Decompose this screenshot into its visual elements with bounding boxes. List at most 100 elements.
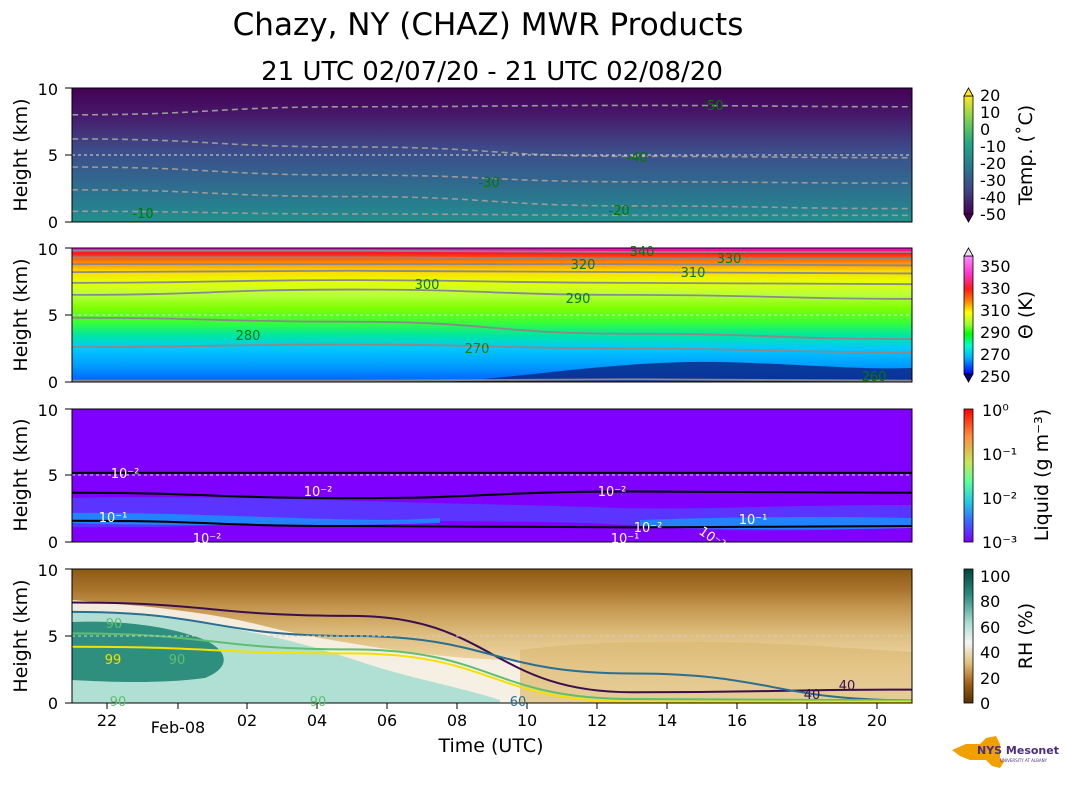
temperature-contours <box>71 104 913 217</box>
contour-line <box>71 249 912 253</box>
theta-ylabel: Height (km) <box>10 258 32 371</box>
rh-colorbar <box>963 568 974 704</box>
rh-contour-label: 90 <box>110 695 127 710</box>
rh-contour-label: 90 <box>310 695 327 710</box>
rh-contour-label: 40 <box>839 679 856 694</box>
theta-contour-label: 290 <box>566 292 591 307</box>
x-tick-label: 08 <box>447 711 467 730</box>
temperature-contour-label: -50 <box>702 99 723 114</box>
nys-mesonet-logo: NYS Mesonet UNIVERSITY AT ALBANY <box>952 736 1059 768</box>
x-tick-label: 10 <box>517 711 537 730</box>
rh-colorbar-tick: 20 <box>980 669 1000 688</box>
contour-line <box>71 279 913 286</box>
liquid-contour-label: 10⁻² <box>304 485 333 500</box>
rh-ytick: 5 <box>48 627 58 646</box>
temperature-colorbar-tick: -40 <box>980 188 1006 207</box>
rh-colorbar-label: RH (%) <box>1015 603 1037 669</box>
rh-contour-label: 90 <box>169 653 186 668</box>
theta-colorbar-tick: 350 <box>980 257 1011 276</box>
temperature-colorbar-tick: -50 <box>980 205 1006 224</box>
liquid-colorbar <box>963 408 974 543</box>
x-tick-label: 22 <box>97 711 117 730</box>
contour-line <box>71 263 913 267</box>
contour-line <box>71 269 913 275</box>
rh-colorbar-tick: 100 <box>980 567 1011 586</box>
temperature-contour-label: -40 <box>626 151 647 166</box>
contour-line <box>71 138 913 159</box>
rh-colorbar-tick: 40 <box>980 643 1000 662</box>
temperature-colorbar-label: Temp. (˚C) <box>1015 105 1037 206</box>
contour-line <box>71 601 913 694</box>
liquid-ylabel: Height (km) <box>10 418 32 531</box>
theta-colorbar-extend-max <box>963 247 974 257</box>
x-tick-label: 18 <box>797 711 817 730</box>
temperature-colorbar <box>963 95 974 215</box>
liquid-contour-label: 10⁻² <box>634 521 663 536</box>
rh-colorbar-tick: 80 <box>980 592 1000 611</box>
theta-colorbar-tick: 330 <box>980 279 1011 298</box>
theta-colorbar-extend-min <box>963 373 974 383</box>
figure-subtitle: 21 UTC 02/07/20 - 21 UTC 02/08/20 <box>261 57 723 87</box>
temperature-colorbar-tick: -20 <box>980 154 1006 173</box>
theta-panel: Height (km) 10 5 0 340 330 320 310 300 2… <box>10 240 1037 392</box>
x-date-label: Feb-08 <box>151 718 205 737</box>
temperature-colorbar-tick: -10 <box>980 137 1006 156</box>
x-tick-label: 12 <box>587 711 607 730</box>
rh-contours <box>71 601 913 703</box>
contour-line <box>72 378 913 382</box>
theta-colorbar-label: Θ (K) <box>1015 291 1037 339</box>
theta-cold-pool <box>445 361 912 382</box>
temperature-colorbar-extend-max <box>963 87 974 97</box>
theta-contour-label: 320 <box>571 258 596 273</box>
contour-line <box>71 104 913 116</box>
contour-line <box>71 316 913 341</box>
temperature-colorbar-tick: 10 <box>980 103 1000 122</box>
liquid-panel: Height (km) 10 5 0 10⁻² 10⁻² 10⁻¹ 10⁻² 1… <box>10 401 1053 553</box>
liquid-contours <box>71 471 913 529</box>
contour-line <box>72 256 912 260</box>
temperature-colorbar-tick: -30 <box>980 171 1006 190</box>
rh-dry-region <box>520 641 912 703</box>
logo-subtext: UNIVERSITY AT ALBANY <box>1000 758 1048 763</box>
theta-colorbar-tick: 270 <box>980 345 1011 364</box>
x-tick-label: 04 <box>307 711 327 730</box>
new-york-state-shape <box>952 736 1004 768</box>
contour-line <box>71 519 913 529</box>
liquid-colorbar-ticks: 10⁰ 10⁻¹ 10⁻² 10⁻³ <box>982 401 1017 552</box>
contour-line <box>71 189 913 210</box>
liquid-contour-label: 10⁻¹ <box>99 511 128 526</box>
liquid-contour-label: 10⁻² <box>111 467 140 482</box>
temperature-colorbar-tick: 0 <box>980 120 990 139</box>
rh-contour-label: 90 <box>106 617 123 632</box>
x-axis: 22 02 04 06 08 10 12 14 16 18 20 Feb-08 Time (UTC) <box>97 703 887 757</box>
temperature-ytick: 10 <box>38 80 58 99</box>
theta-contour-label: 280 <box>236 329 261 344</box>
x-tick-label: 20 <box>867 711 887 730</box>
contour-line <box>71 166 913 184</box>
theta-ytick: 10 <box>38 240 58 259</box>
x-tick-label: 16 <box>727 711 747 730</box>
theta-colorbar-tick: 290 <box>980 323 1011 342</box>
temperature-contour-label: -20 <box>608 204 629 219</box>
liquid-ytick: 10 <box>38 401 58 420</box>
x-axis-label: Time (UTC) <box>437 735 543 757</box>
contour-line <box>71 288 913 300</box>
theta-contour-label: 310 <box>681 266 706 281</box>
liquid-contour-label: 10⁻² <box>598 485 627 500</box>
theta-colorbar-tick: 250 <box>980 367 1011 386</box>
rh-contour-label: 40 <box>804 688 821 703</box>
rh-colorbar-tick: 60 <box>980 618 1000 637</box>
liquid-colorbar-tick: 10⁻³ <box>982 533 1017 552</box>
liquid-ytick: 5 <box>48 466 58 485</box>
temperature-ylabel: Height (km) <box>10 98 32 211</box>
temperature-colorbar-tick: 20 <box>980 86 1000 105</box>
theta-contours <box>71 249 913 382</box>
x-tick-label: 06 <box>377 711 397 730</box>
logo-text: NYS Mesonet <box>977 744 1059 757</box>
liquid-colorbar-tick: 10⁰ <box>982 401 1009 420</box>
rh-saturated-region <box>72 621 224 682</box>
theta-contour-label: 330 <box>717 252 742 267</box>
rh-colorbar-tick: 0 <box>980 694 990 713</box>
theta-contour-label: 270 <box>465 342 490 357</box>
